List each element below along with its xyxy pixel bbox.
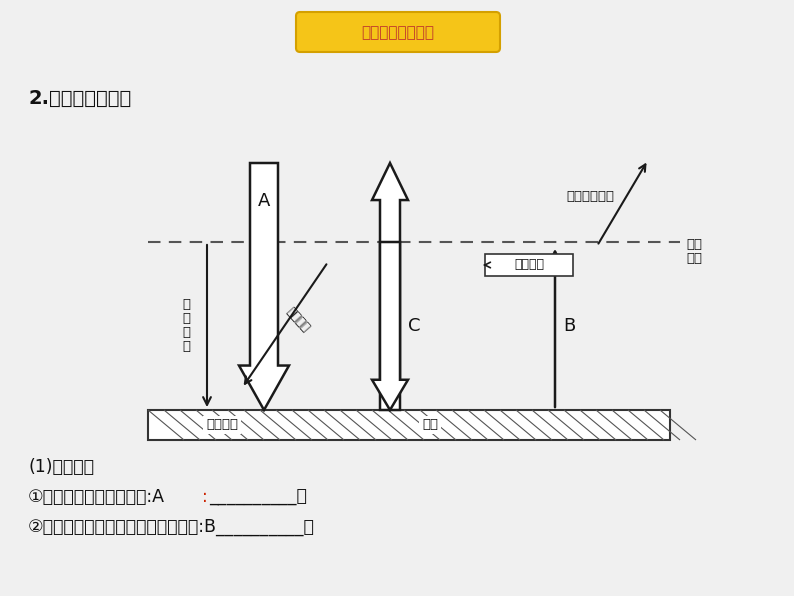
- Bar: [148, 410, 670, 440]
- Text: 地面增温: 地面增温: [206, 418, 238, 432]
- Text: 射向宇宙空间: 射向宇宙空间: [566, 191, 614, 203]
- Text: ②近地面大气热量的主要、直接来源:B__________。: ②近地面大气热量的主要、直接来源:B__________。: [28, 518, 315, 536]
- FancyBboxPatch shape: [296, 12, 500, 52]
- Text: 大气吸收: 大气吸收: [514, 259, 544, 272]
- Text: 必备知识预案自诊: 必备知识预案自诊: [361, 26, 434, 41]
- Text: __________。: __________。: [210, 488, 307, 506]
- Text: 大气: 大气: [686, 238, 702, 251]
- Bar: [485, 254, 573, 276]
- Text: 地面: 地面: [422, 418, 438, 432]
- Text: C: C: [408, 317, 421, 335]
- Text: 2.大气的受热过程: 2.大气的受热过程: [28, 88, 131, 107]
- Polygon shape: [372, 163, 408, 410]
- Text: A: A: [258, 192, 270, 210]
- Polygon shape: [239, 163, 289, 410]
- Text: B: B: [563, 317, 575, 335]
- Text: ①大气最重要的能量来源:A: ①大气最重要的能量来源:A: [28, 488, 165, 506]
- Text: 地
面
吸
收: 地 面 吸 收: [182, 299, 190, 353]
- Polygon shape: [372, 242, 408, 410]
- Text: 大气反射: 大气反射: [283, 305, 312, 335]
- Text: :: :: [202, 488, 207, 506]
- Text: (1)能量来源: (1)能量来源: [28, 458, 94, 476]
- Text: 上界: 上界: [686, 252, 702, 265]
